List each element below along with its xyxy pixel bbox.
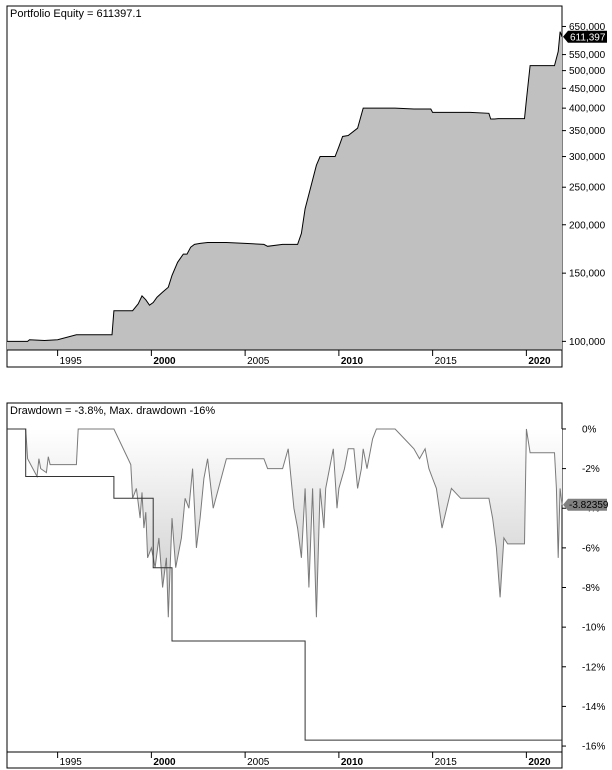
equity-y-tick-label: 400,000 xyxy=(569,104,606,115)
drawdown-x-tick-label: 2000 xyxy=(153,757,176,768)
drawdown-y-tick-label: 0% xyxy=(582,424,597,435)
drawdown-x-tick-label: 2015 xyxy=(435,757,458,768)
drawdown-title: Drawdown = -3.8%, Max. drawdown -16% xyxy=(10,405,215,417)
equity-y-tick-label: 200,000 xyxy=(569,220,606,231)
drawdown-last-value-marker: -3.82359 xyxy=(563,498,609,511)
equity-y-tick-label: 300,000 xyxy=(569,152,606,163)
drawdown-last-value-flag xyxy=(563,498,607,511)
drawdown-panel: Drawdown = -3.8%, Max. drawdown -16% 0% -… xyxy=(6,402,609,753)
equity-y-tick-label: 450,000 xyxy=(569,84,606,95)
drawdown-y-tick-label: -6% xyxy=(582,543,600,554)
equity-panel: Portfolio Equity = 611397.1 650,000 550,0… xyxy=(6,5,607,351)
equity-area xyxy=(7,31,562,350)
max-drawdown-line xyxy=(7,428,562,741)
drawdown-y-tick-label: -16% xyxy=(582,742,605,753)
equity-y-tick-label: 150,000 xyxy=(569,269,606,280)
equity-y-tick-label: 250,000 xyxy=(569,183,606,194)
drawdown-y-tick-label: -10% xyxy=(582,623,605,634)
equity-x-tick-label: 1995 xyxy=(60,356,83,367)
equity-x-axis-band xyxy=(6,349,563,368)
drawdown-last-value-label: -3.82359 xyxy=(569,500,609,511)
equity-y-tick-label: 100,000 xyxy=(569,337,606,348)
equity-x-tick-label: 2000 xyxy=(153,356,176,367)
drawdown-y-tick-label: -2% xyxy=(582,464,600,475)
equity-y-tick-label: 350,000 xyxy=(569,126,606,137)
drawdown-x-tick-label: 2010 xyxy=(341,757,364,768)
equity-y-tick-label: 550,000 xyxy=(569,50,606,61)
drawdown-y-tick-label: -8% xyxy=(582,583,600,594)
equity-x-tick-label: 2010 xyxy=(341,356,364,367)
equity-title: Portfolio Equity = 611397.1 xyxy=(10,8,142,20)
drawdown-x-tick-label: 1995 xyxy=(60,757,83,768)
drawdown-y-tick-label: -14% xyxy=(582,702,605,713)
equity-last-value-marker: 611,397 xyxy=(563,30,607,43)
equity-x-tick-label: 2020 xyxy=(528,356,551,367)
drawdown-x-tick-label: 2020 xyxy=(528,757,551,768)
equity-last-value-flag xyxy=(563,30,607,43)
equity-y-tick-label: 500,000 xyxy=(569,66,606,77)
drawdown-area xyxy=(7,429,562,618)
equity-line xyxy=(7,31,563,342)
drawdown-y-tick-label: -12% xyxy=(582,662,605,673)
drawdown-x-tick-label: 2005 xyxy=(247,757,270,768)
equity-last-value-label: 611,397 xyxy=(570,32,606,43)
drawdown-x-axis-band xyxy=(6,751,563,769)
equity-x-tick-label: 2005 xyxy=(247,356,270,367)
equity-x-tick-label: 2015 xyxy=(435,356,458,367)
equity-y-tick-label: 650,000 xyxy=(569,22,606,33)
